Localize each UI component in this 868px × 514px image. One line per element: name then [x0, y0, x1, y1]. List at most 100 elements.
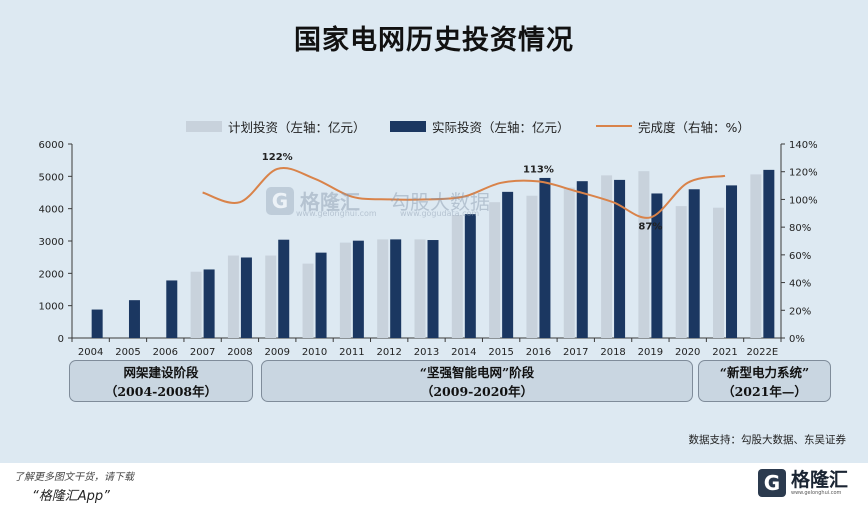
x-tick-label: 2005 — [115, 347, 140, 358]
legend: 计划投资（左轴：亿元） 实际投资（左轴：亿元） 完成度（右轴：%） — [0, 116, 868, 136]
x-tick-label: 2009 — [265, 347, 290, 358]
x-tick-label: 2010 — [302, 347, 327, 358]
bar-actual — [502, 191, 514, 338]
bar-actual — [91, 309, 103, 338]
y-right-tick-label: 80% — [789, 223, 811, 234]
bar-plan — [190, 271, 202, 338]
y-left-tick-label: 5000 — [39, 172, 64, 183]
x-tick-label: 2018 — [600, 347, 625, 358]
legend-label-plan: 计划投资（左轴：亿元） — [228, 119, 366, 135]
bar-actual — [576, 181, 588, 338]
bar-plan — [227, 255, 239, 338]
y-left-tick-label: 6000 — [39, 140, 64, 151]
x-tick-label: 2006 — [153, 347, 178, 358]
y-right-tick-label: 20% — [789, 306, 811, 317]
phase-1-years: （2004-2008年） — [104, 384, 218, 399]
x-tick-label: 2015 — [488, 347, 513, 358]
bar-actual — [688, 189, 700, 338]
watermark-brand-url: www.gelonghui.com — [296, 209, 377, 218]
x-tick-label: 2013 — [414, 347, 439, 358]
brand-logo-block: G 格隆汇 www.gelonghui.com — [757, 469, 848, 497]
y-right-tick-label: 120% — [789, 168, 818, 179]
footer-download-hint: 了解更多图文干货，请下载 — [14, 472, 134, 483]
line-completion-rate — [202, 167, 726, 219]
footer — [0, 463, 868, 514]
watermark-brand: 格隆汇 — [300, 190, 360, 214]
phase-box-1: 网架建设阶段 （2004-2008年） — [69, 360, 253, 402]
bar-plan — [377, 239, 389, 338]
bar-actual — [539, 177, 551, 338]
x-tick-label: 2004 — [78, 347, 103, 358]
phase-1-title: 网架建设阶段 — [123, 365, 199, 380]
phase-3-title: “新型电力系统” — [719, 365, 810, 380]
bar-plan — [638, 171, 650, 338]
legend-item-rate: 完成度（右轴：%） — [596, 116, 750, 136]
bar-actual — [614, 179, 626, 338]
bar-actual — [128, 300, 140, 338]
watermark-partner-url: www.gogudata.com — [400, 209, 480, 218]
x-tick-label: 2017 — [563, 347, 588, 358]
phase-box-2: “坚强智能电网”阶段 （2009-2020年） — [261, 360, 693, 402]
footer-app-name: “格隆汇App” — [32, 489, 110, 504]
bar-actual — [651, 193, 663, 338]
phase-box-3: “新型电力系统” （2021年—） — [698, 360, 831, 402]
phase-3-years: （2021年—） — [722, 384, 807, 399]
brand-logo-icon: G — [757, 469, 786, 497]
rate-data-label: 87% — [638, 221, 662, 232]
bar-actual — [427, 240, 439, 338]
x-tick-label: 2008 — [227, 347, 252, 358]
bar-actual — [352, 240, 364, 338]
legend-item-actual: 实际投资（左轴：亿元） — [390, 116, 570, 136]
rate-data-label: 122% — [262, 152, 293, 163]
bar-actual — [240, 257, 252, 338]
y-right-tick-label: 0% — [789, 334, 805, 345]
x-tick-label: 2022E — [746, 347, 778, 358]
bar-actual — [166, 280, 178, 338]
legend-item-plan: 计划投资（左轴：亿元） — [186, 116, 366, 136]
bar-actual — [390, 239, 402, 338]
bar-actual — [763, 169, 775, 338]
x-tick-label: 2021 — [712, 347, 737, 358]
y-right-tick-label: 40% — [789, 279, 811, 290]
brand-name: 格隆汇 — [790, 469, 848, 491]
source-note: 数据支持：勾股大数据、东吴证券 — [688, 434, 847, 446]
y-right-tick-label: 60% — [789, 251, 811, 262]
bar-actual — [203, 269, 215, 338]
y-left-tick-label: 4000 — [39, 205, 64, 216]
x-tick-label: 2014 — [451, 347, 476, 358]
legend-swatch-plan — [186, 120, 222, 132]
x-tick-label: 2019 — [638, 347, 663, 358]
y-left-tick-label: 3000 — [39, 237, 64, 248]
watermark-logo: G — [266, 186, 294, 215]
bar-plan — [675, 206, 687, 338]
rate-data-label: 113% — [523, 164, 554, 175]
bar-plan — [489, 202, 501, 338]
bar-plan — [601, 175, 613, 338]
bar-actual — [315, 252, 327, 338]
legend-swatch-rate — [596, 125, 632, 127]
brand-url: www.gelonghui.com — [790, 490, 842, 496]
phase-2-title: “坚强智能电网”阶段 — [419, 365, 535, 380]
bar-plan — [339, 242, 351, 338]
bar-plan — [750, 174, 762, 338]
bar-plan — [563, 187, 575, 338]
bar-plan — [526, 195, 538, 338]
bar-plan — [414, 239, 426, 338]
x-tick-label: 2007 — [190, 347, 215, 358]
bar-plan — [265, 255, 277, 338]
bar-plan — [302, 263, 314, 338]
phase-2-years: （2009-2020年） — [420, 384, 534, 399]
bar-plan — [713, 207, 725, 338]
x-tick-label: 2016 — [526, 347, 551, 358]
legend-swatch-actual — [390, 120, 426, 132]
y-right-tick-label: 140% — [789, 140, 818, 151]
bar-actual — [726, 185, 738, 338]
bar-plan — [451, 215, 463, 338]
x-tick-label: 2011 — [339, 347, 364, 358]
x-tick-label: 2020 — [675, 347, 700, 358]
legend-label-actual: 实际投资（左轴：亿元） — [432, 119, 570, 135]
y-right-tick-label: 100% — [789, 195, 818, 206]
bar-actual — [464, 214, 476, 338]
